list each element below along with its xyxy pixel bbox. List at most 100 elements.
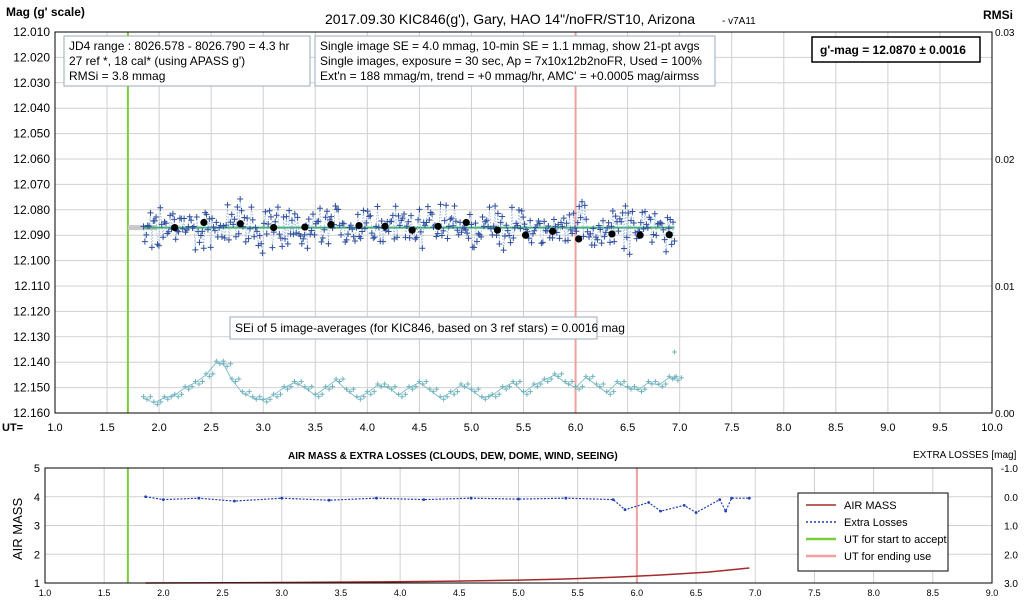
rms-point (284, 386, 290, 392)
bottom-x-tick-label: 6.5 (690, 588, 703, 598)
rms-point (527, 389, 533, 395)
single-image-point (508, 204, 515, 211)
single-image-point (396, 222, 403, 229)
average-point (493, 226, 502, 234)
single-image-point (151, 217, 158, 224)
top-axes: 1.0 1.5 2.0 2.5 3.0 3.5 4.0 4.5 5.0 5.5 6.0 6.5 7.0 7… (13, 25, 1015, 434)
top-y-tick-label: 12.090 (13, 228, 50, 242)
legend-box (797, 492, 949, 572)
rms-point (593, 381, 599, 387)
rms-point (257, 394, 263, 400)
top-marks (126, 32, 684, 413)
single-image-point (368, 230, 375, 237)
single-image-point (161, 218, 168, 225)
extra-losses-point (197, 496, 201, 500)
single-image-point (286, 207, 293, 214)
single-image-point (209, 215, 216, 222)
top-x-tick-label: 6.5 (620, 422, 635, 434)
average-point (521, 231, 530, 239)
single-image-point (604, 224, 611, 231)
rms-point (250, 394, 256, 400)
rms-point (144, 396, 150, 402)
single-image-point (535, 217, 542, 224)
rms-point (625, 384, 631, 390)
rms-point (147, 394, 153, 400)
single-image-point (413, 234, 420, 241)
rms-point (172, 391, 178, 397)
rms-point (552, 371, 558, 377)
rms-point (206, 373, 212, 379)
single-image-point (550, 216, 557, 223)
extra-losses-point (161, 498, 165, 502)
single-image-point (448, 215, 455, 222)
rms-point (614, 379, 620, 385)
bottom-x-tick-label: 1.0 (39, 588, 52, 598)
bottom-y2-tick-label: 3.0 (1004, 579, 1018, 590)
top-y2-tick-label: 0.03 (995, 28, 1015, 39)
single-image-point (556, 235, 563, 242)
rms-point (423, 379, 429, 385)
rms-point (573, 384, 579, 390)
rms-point (302, 384, 308, 390)
single-image-point (225, 236, 232, 243)
info-1-line-2: 27 ref *, 18 cal* (using APASS g') (69, 54, 245, 68)
single-image-point (590, 225, 597, 232)
single-image-point (426, 216, 433, 223)
rms-point (271, 391, 277, 397)
top-y2-tick-label: 0.01 (995, 282, 1015, 293)
single-image-point (319, 234, 326, 241)
single-image-point (318, 238, 325, 245)
rms-point (333, 376, 339, 382)
single-image-point (140, 223, 147, 230)
result-text: g'-mag = 12.0870 ± 0.0016 (820, 43, 966, 57)
single-image-point (574, 219, 581, 226)
rms-point (465, 381, 471, 387)
extra-losses-point (623, 508, 627, 512)
single-image-point (248, 204, 255, 211)
single-image-point (434, 230, 441, 237)
bottom-x-tick-label: 5.5 (571, 588, 584, 598)
single-image-point (486, 204, 493, 211)
rms-point (489, 391, 495, 397)
single-image-point (245, 235, 252, 242)
rms-point (454, 389, 460, 395)
average-point (171, 223, 179, 232)
rms-point (221, 361, 227, 367)
single-image-point (217, 222, 224, 229)
extra-losses-point (730, 496, 733, 500)
extra-losses-point (718, 498, 722, 502)
rms-point (399, 394, 405, 400)
single-image-point (394, 234, 401, 241)
top-y-tick-label: 12.140 (13, 355, 50, 369)
rms-point (165, 396, 171, 402)
single-image-point (528, 239, 535, 246)
rms-point (514, 381, 520, 387)
rms-point (451, 391, 457, 397)
average-point (200, 218, 208, 227)
average-point (549, 227, 557, 235)
sei-text: SEi of 5 image-averages (for KIC846, bas… (235, 321, 625, 335)
single-image-point (260, 220, 267, 227)
top-x-tick-label: 4.0 (360, 422, 375, 434)
single-image-point (621, 245, 628, 252)
rms-point (375, 381, 381, 387)
single-image-point (529, 230, 536, 237)
single-image-point (298, 240, 305, 247)
rms-point (402, 391, 408, 397)
single-image-point (497, 219, 504, 226)
single-image-point (630, 219, 637, 226)
rms-point (586, 376, 592, 382)
single-image-point (366, 213, 373, 220)
rms-point (458, 381, 464, 387)
single-image-point (213, 219, 220, 226)
single-image-point (492, 202, 499, 209)
bottom-x-tick-label: 9.0 (986, 588, 999, 598)
extra-losses-point (422, 498, 426, 502)
rms-connector (143, 361, 675, 404)
rms-point (645, 379, 651, 385)
extra-losses-point (233, 499, 236, 503)
single-image-point (373, 223, 380, 230)
top-y-tick-label: 12.130 (13, 330, 50, 344)
single-image-point (531, 227, 538, 234)
single-image-point (328, 213, 335, 220)
